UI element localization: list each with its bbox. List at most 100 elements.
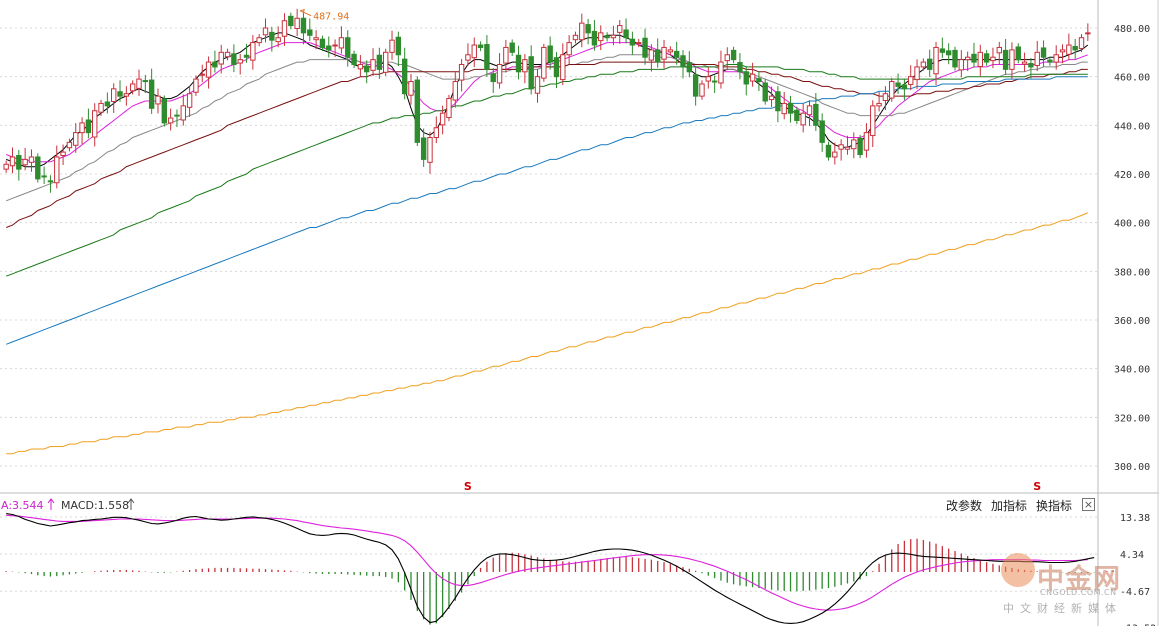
candlestick bbox=[673, 41, 680, 65]
candlestick bbox=[41, 166, 47, 184]
candlestick bbox=[572, 31, 579, 44]
candlestick bbox=[269, 26, 275, 52]
candlestick bbox=[990, 47, 996, 69]
price-tick-label: 360.00 bbox=[1114, 316, 1150, 327]
candlestick bbox=[174, 109, 180, 128]
candlestick bbox=[964, 51, 971, 72]
candlestick bbox=[768, 86, 775, 108]
candlestick bbox=[275, 26, 281, 48]
candlestick bbox=[345, 30, 351, 67]
candlestick bbox=[85, 108, 92, 139]
candlestick bbox=[509, 39, 515, 56]
swap-indicator-button[interactable]: 换指标 bbox=[1036, 499, 1073, 513]
candlestick bbox=[667, 46, 674, 56]
candlestick bbox=[224, 48, 231, 61]
candlestick bbox=[477, 41, 484, 52]
add-indicator-button[interactable]: 加指标 bbox=[991, 499, 1028, 513]
price-tick-label: 300.00 bbox=[1114, 462, 1150, 473]
candlestick bbox=[243, 43, 250, 63]
candlestick bbox=[629, 31, 636, 55]
price-tick-label: 400.00 bbox=[1114, 219, 1150, 230]
candlestick bbox=[161, 95, 168, 127]
candlestick bbox=[73, 123, 79, 153]
price-tick-label: 320.00 bbox=[1114, 413, 1150, 424]
candlestick bbox=[838, 139, 844, 161]
candlestick bbox=[642, 28, 648, 65]
candlestick bbox=[332, 39, 338, 57]
candlestick bbox=[743, 66, 749, 96]
candlestick bbox=[110, 83, 117, 113]
candlestick bbox=[806, 100, 813, 127]
candlestick bbox=[895, 73, 901, 94]
candlestick bbox=[3, 160, 9, 173]
candlestick bbox=[180, 94, 186, 126]
macd-label-a: A:3.544 bbox=[1, 499, 44, 512]
candlestick bbox=[591, 19, 598, 51]
candlestick bbox=[636, 38, 642, 48]
candlestick bbox=[889, 77, 895, 102]
candlestick bbox=[231, 44, 237, 73]
candlestick bbox=[300, 12, 307, 45]
candlestick bbox=[528, 45, 534, 95]
candlestick bbox=[256, 34, 262, 47]
candlestick bbox=[598, 25, 604, 51]
candlestick bbox=[496, 53, 503, 89]
candlestick bbox=[326, 36, 332, 58]
candlestick bbox=[218, 44, 224, 74]
candlestick bbox=[136, 69, 142, 96]
candlestick bbox=[800, 103, 806, 133]
price-tick-label: 340.00 bbox=[1114, 365, 1150, 376]
candlestick bbox=[787, 95, 794, 123]
candlestick bbox=[465, 43, 471, 66]
candlestick bbox=[971, 42, 977, 68]
candlestick bbox=[863, 123, 870, 158]
candlestick bbox=[1053, 45, 1059, 70]
candlestick bbox=[876, 91, 882, 112]
price-annotations: 487.94 S S bbox=[299, 8, 1041, 493]
candlestick bbox=[79, 117, 85, 145]
candlestick bbox=[1021, 52, 1028, 72]
candlestick bbox=[446, 94, 452, 122]
candlestick bbox=[452, 72, 458, 108]
price-tick-label: 380.00 bbox=[1114, 267, 1150, 278]
candlestick bbox=[439, 105, 446, 135]
candlestick bbox=[123, 86, 130, 106]
candlestick bbox=[60, 144, 66, 165]
candlestick bbox=[933, 41, 939, 86]
candlestick bbox=[1028, 57, 1034, 79]
change-params-button[interactable]: 改参数 bbox=[946, 499, 983, 513]
candlestick bbox=[155, 88, 161, 114]
candlestick bbox=[617, 19, 623, 44]
candlestick bbox=[401, 47, 408, 100]
price-tick-label: 460.00 bbox=[1114, 73, 1150, 84]
candlestick bbox=[351, 50, 357, 69]
candlestick bbox=[205, 56, 212, 89]
candlestick bbox=[996, 41, 1002, 65]
candlestick bbox=[503, 39, 509, 73]
candlestick bbox=[1072, 38, 1078, 60]
candlestick bbox=[92, 103, 98, 147]
candlestick bbox=[945, 43, 952, 65]
candlestick bbox=[522, 54, 528, 84]
candlestick bbox=[711, 75, 718, 93]
candlestick bbox=[199, 64, 205, 83]
moving-average-lines bbox=[6, 32, 1089, 455]
candlestick bbox=[1085, 23, 1091, 41]
dea-line bbox=[6, 514, 1088, 611]
watermark-brand: 中金网 bbox=[1037, 564, 1121, 595]
candlestick bbox=[756, 71, 762, 92]
candlestick bbox=[699, 80, 705, 100]
candlestick bbox=[35, 153, 41, 183]
candlestick bbox=[794, 106, 800, 125]
candlestick bbox=[1002, 38, 1009, 75]
max-annotation-arrow bbox=[299, 10, 312, 17]
price-tick-label: 420.00 bbox=[1114, 170, 1150, 181]
candlestick bbox=[730, 46, 737, 64]
candlestick bbox=[775, 86, 781, 123]
candlestick bbox=[579, 13, 585, 48]
candlestick bbox=[427, 131, 433, 174]
dif-line bbox=[6, 513, 1095, 624]
close-indicator-button[interactable]: × bbox=[1082, 498, 1095, 511]
candlestick bbox=[262, 18, 269, 43]
